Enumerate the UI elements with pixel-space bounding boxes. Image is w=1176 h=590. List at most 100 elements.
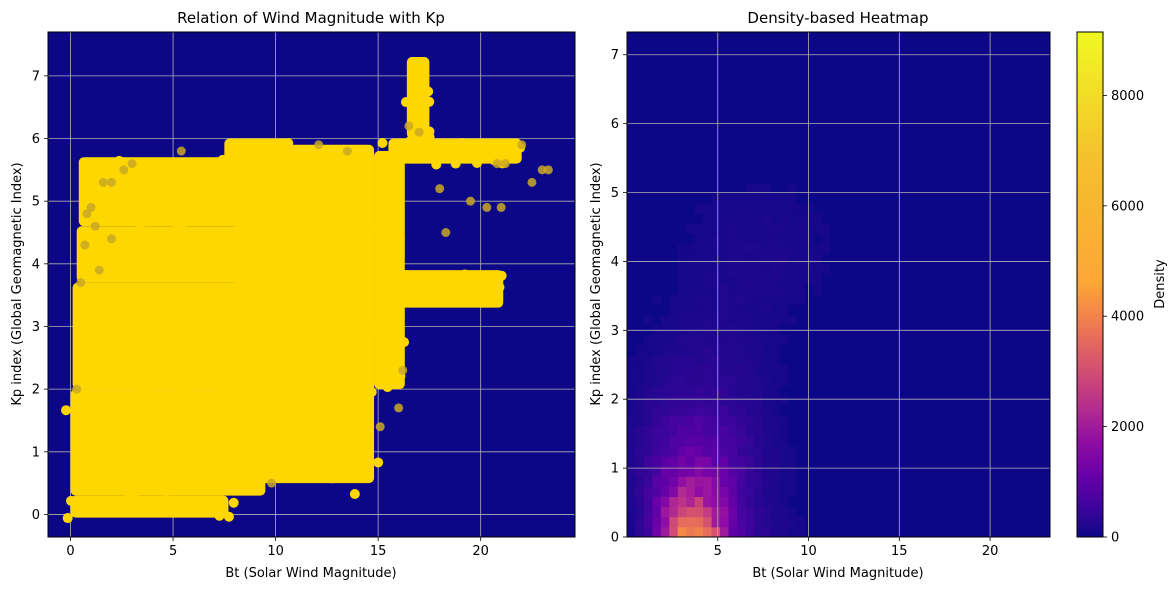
heatmap-cell xyxy=(753,314,763,326)
heatmap-cell xyxy=(677,405,687,417)
heatmap-cell xyxy=(711,395,721,407)
scatter-point xyxy=(405,135,416,146)
heatmap-cell xyxy=(652,345,662,356)
scatter-point xyxy=(374,203,385,214)
heatmap-cell xyxy=(652,496,662,508)
heatmap-frame xyxy=(626,31,1051,538)
heatmap-cell xyxy=(762,213,772,225)
heatmap-cell xyxy=(720,234,729,245)
scatter-point xyxy=(123,494,134,505)
heatmap-cell xyxy=(694,456,704,467)
scatter-point xyxy=(283,138,294,149)
heatmap-cell xyxy=(694,506,704,518)
heatmap-cell xyxy=(753,516,763,528)
scatter-point xyxy=(435,184,445,194)
scatter-point xyxy=(164,250,175,261)
heatmap-cell xyxy=(711,314,721,326)
scatter-point xyxy=(178,502,189,513)
heatmap-cell xyxy=(643,405,653,417)
heatmap-cell xyxy=(728,496,738,508)
scatter-point xyxy=(125,298,136,309)
heatmap-cell xyxy=(787,234,797,245)
heatmap-cell xyxy=(635,355,645,366)
y-tick-label: 5 xyxy=(611,186,619,201)
scatter-point xyxy=(265,165,276,176)
heatmap-cell xyxy=(635,486,645,497)
heatmap-cell xyxy=(745,385,755,396)
heatmap-cell xyxy=(736,304,746,316)
heatmap-cell xyxy=(762,405,772,417)
heatmap-cell xyxy=(703,335,712,346)
heatmap-cell xyxy=(813,244,822,255)
heatmap-cell xyxy=(643,506,653,518)
heatmap-cell xyxy=(770,425,780,437)
heatmap-cell xyxy=(728,415,738,427)
heatmap-cell xyxy=(736,456,746,467)
heatmap-cell xyxy=(753,365,763,376)
scatter-point xyxy=(414,127,424,137)
scatter-point xyxy=(94,265,104,275)
heatmap-cell xyxy=(677,365,687,376)
scatter-point xyxy=(107,177,117,187)
heatmap-cell xyxy=(770,254,780,265)
scatter-point xyxy=(225,144,236,155)
heatmap-cell xyxy=(753,476,763,487)
heatmap-cell xyxy=(745,274,755,285)
heatmap-cell xyxy=(686,284,696,295)
scatter-point xyxy=(342,146,352,156)
heatmap-cell xyxy=(686,314,696,326)
heatmap-cell xyxy=(643,526,653,537)
heatmap-cell xyxy=(711,274,721,285)
scatter-point xyxy=(313,214,324,225)
heatmap-cell xyxy=(720,506,729,518)
scatter-point xyxy=(176,197,187,208)
heatmap-cell xyxy=(787,183,797,194)
heatmap-cell xyxy=(762,516,772,528)
heatmap-cell xyxy=(711,244,721,255)
scatter-point xyxy=(286,410,297,421)
scatter-point xyxy=(152,258,163,269)
heatmap-cell xyxy=(787,526,797,537)
heatmap-cell xyxy=(711,425,721,437)
heatmap-cell xyxy=(703,526,712,537)
heatmap-cell xyxy=(779,223,789,235)
scatter-point xyxy=(286,275,297,286)
scatter-point xyxy=(213,478,224,489)
heatmap-cell xyxy=(711,405,721,417)
heatmap-cell xyxy=(694,466,704,477)
heatmap-cell xyxy=(804,223,814,235)
heatmap-cell xyxy=(720,365,729,376)
heatmap-cell xyxy=(627,395,636,407)
heatmap-cell xyxy=(779,254,789,265)
heatmap-cell xyxy=(720,294,729,306)
scatter-point xyxy=(176,176,187,187)
heatmap-cell xyxy=(686,385,696,396)
heatmap-cell xyxy=(652,425,662,437)
heatmap-cell xyxy=(686,274,696,285)
y-tick-label: 5 xyxy=(32,195,40,210)
scatter-point xyxy=(472,157,483,168)
heatmap-cell xyxy=(770,516,780,528)
scatter-point xyxy=(88,241,99,252)
heatmap-cell xyxy=(643,395,653,407)
heatmap-cell xyxy=(652,456,662,467)
heatmap-cell xyxy=(660,335,670,346)
heatmap-cell xyxy=(686,476,696,487)
heatmap-cell xyxy=(669,526,679,537)
heatmap-title: Density-based Heatmap xyxy=(747,9,928,27)
heatmap-cell xyxy=(703,405,712,417)
heatmap-cell xyxy=(804,254,814,265)
scatter-point xyxy=(198,419,209,430)
heatmap-cell xyxy=(736,244,746,255)
scatter-point xyxy=(500,159,510,169)
heatmap-cell xyxy=(635,466,645,477)
heatmap-cell xyxy=(703,425,712,437)
heatmap-cell xyxy=(736,526,746,537)
heatmap-cell xyxy=(745,284,755,295)
heatmap-cell xyxy=(736,476,746,487)
heatmap-cell xyxy=(694,365,704,376)
scatter-point xyxy=(86,202,96,212)
heatmap-cell xyxy=(703,365,712,376)
scatter-point xyxy=(194,190,205,201)
scatter-point xyxy=(76,396,87,407)
